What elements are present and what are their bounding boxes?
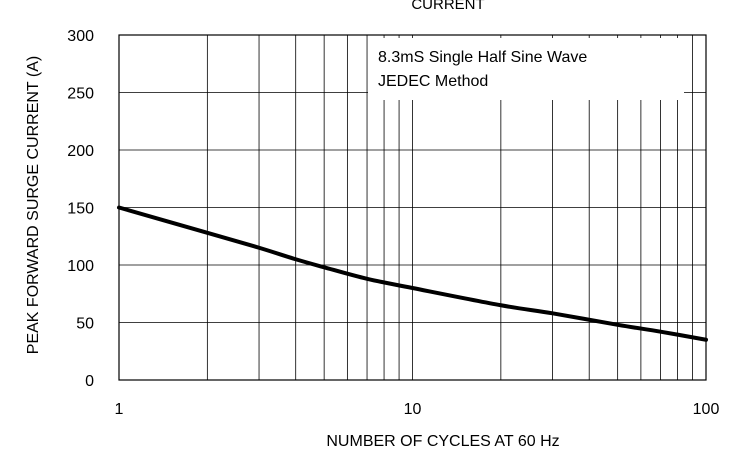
series-line	[117, 205, 708, 342]
y-tick-label: 0	[85, 373, 94, 390]
y-axis-label: PEAK FORWARD SURGE CURRENT (A)	[25, 56, 42, 354]
x-tick-label: 1	[115, 401, 124, 418]
y-tick-label: 100	[67, 258, 94, 275]
x-axis-label: NUMBER OF CYCLES AT 60 Hz	[326, 433, 559, 450]
x-tick-label: 10	[404, 401, 422, 418]
note-box	[368, 38, 684, 100]
x-tick-label: 100	[693, 401, 720, 418]
y-tick-label: 50	[76, 316, 94, 333]
y-tick-label: 250	[67, 86, 94, 103]
y-tick-label: 300	[67, 28, 94, 45]
chart-title: CURRENT	[411, 0, 484, 13]
note-line-2: JEDEC Method	[378, 73, 488, 90]
y-tick-label: 150	[67, 201, 94, 218]
y-tick-label: 200	[67, 143, 94, 160]
tick-labels: 0 50 100 150 200 250 300 1 10 100	[67, 28, 719, 418]
note-line-1: 8.3mS Single Half Sine Wave	[378, 49, 587, 66]
